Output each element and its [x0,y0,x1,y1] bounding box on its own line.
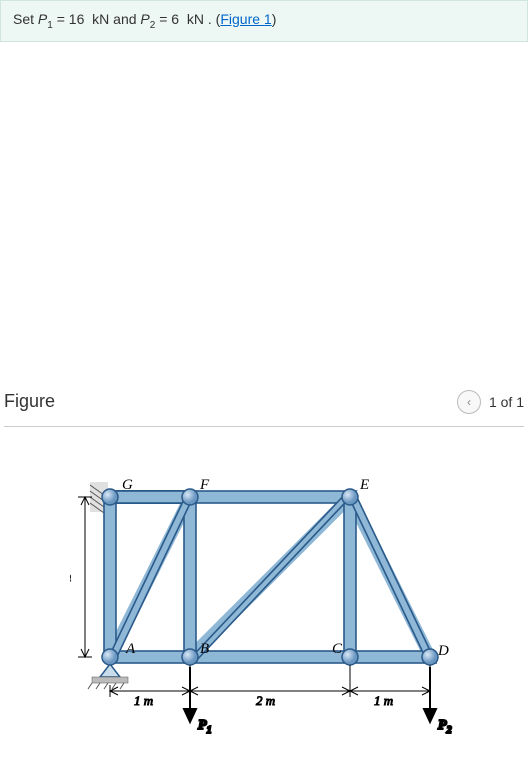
p1-unit: kN [92,11,109,27]
prev-icon[interactable]: ‹ [457,390,481,414]
label-E: E [359,477,369,493]
dim-v: 2 m [70,569,71,584]
dim-1m-l: 1 m [134,693,153,708]
figure-link[interactable]: Figure 1 [220,11,271,27]
label-C: C [332,641,343,657]
dim-1m-r: 1 m [374,693,393,708]
label-G: G [122,477,133,493]
figure-header: Figure ‹ 1 of 1 [4,382,524,427]
force-p2: P2 [438,718,452,736]
figure-title: Figure [4,391,55,412]
member-outline-thin [104,491,436,663]
force-p1: P1 [198,718,212,736]
p2-value: 6 [171,11,179,27]
label-F: F [199,477,210,493]
dim-2m: 2 m [256,693,275,708]
pager: ‹ 1 of 1 [457,390,524,414]
content-spacer [0,42,528,382]
p2-unit: kN [187,11,204,27]
problem-statement: Set P1 = 16 kN and P2 = 6 kN . (Figure 1… [0,0,528,42]
label-D: D [437,643,449,659]
figure-body: G F E A B C D 1 m 2 m [0,427,528,780]
label-A: A [125,641,136,657]
pager-text: 1 of 1 [489,394,524,410]
force-arrows: P1 P2 [184,667,452,736]
label-B: B [200,641,209,657]
truss-diagram: G F E A B C D 1 m 2 m [70,457,470,747]
p1-value: 16 [69,11,85,27]
